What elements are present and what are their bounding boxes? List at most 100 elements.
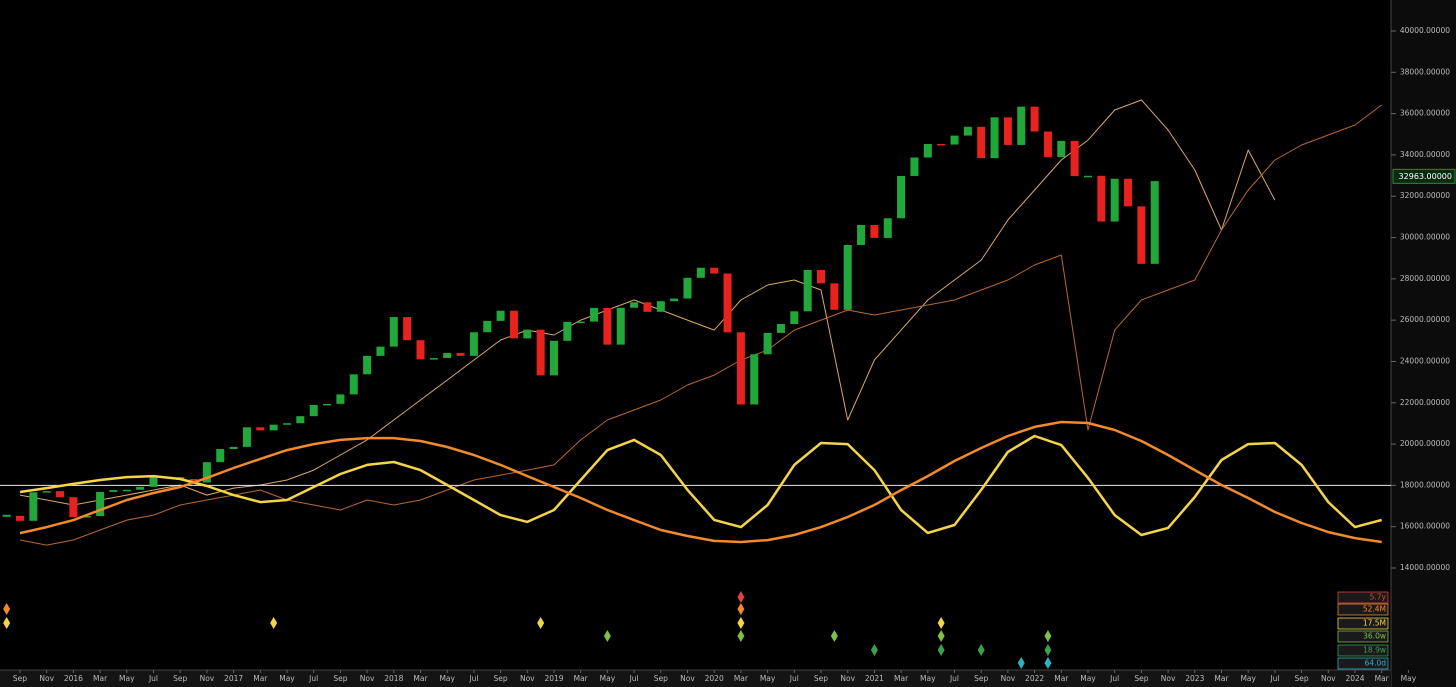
candle [977,126,986,159]
candle [563,321,572,341]
x-tick-label: Jul [629,674,639,683]
candle [82,516,91,518]
x-tick-label: May [1240,674,1256,683]
candle [897,175,906,219]
candle [109,490,118,492]
x-tick-label: Sep [173,674,187,683]
price-axis-panel [1391,0,1456,687]
candle [643,302,652,312]
x-tick-label: Sep [1134,674,1148,683]
candle [1017,106,1026,145]
legend-entry: 17.5M [1363,619,1386,628]
candle [1057,140,1066,158]
trough-marker [737,603,745,615]
candle [670,298,679,302]
legend-entry: 64.0d [1365,659,1387,668]
candle [790,311,799,325]
y-tick-label: 26000.00000 [1400,315,1450,324]
candle [870,225,879,238]
candle [830,283,839,310]
x-tick-label: 2020 [705,674,724,683]
trough-marker [3,617,11,629]
candle [229,446,238,449]
x-tick-label: Nov [840,674,855,683]
x-tick-label: Sep [814,674,828,683]
candle [496,310,505,321]
candle [1110,178,1119,222]
x-tick-label: Sep [333,674,347,683]
x-tick-label: May [600,674,616,683]
candle [389,317,398,347]
trough-marker [937,630,945,642]
x-tick-label: May [279,674,295,683]
candle [1003,117,1012,145]
candle [283,423,291,425]
x-tick-label: 2017 [224,674,243,683]
y-tick-label: 14000.00000 [1400,563,1450,572]
trough-marker [737,617,745,629]
candle [376,346,385,356]
trough-marker [937,617,945,629]
x-tick-label: Jul [468,674,478,683]
x-tick-label: May [760,674,776,683]
x-tick-label: 2016 [64,674,83,683]
x-tick-label: Mar [1054,674,1069,683]
trough-marker [603,630,611,642]
trough-marker [937,644,945,656]
trough-marker [270,617,278,629]
y-tick-label: 16000.00000 [1400,522,1450,531]
candle [56,491,65,498]
last-price-label: 32963.00000 [1399,172,1452,181]
x-tick-label: Nov [1161,674,1176,683]
x-tick-label: Mar [1214,674,1229,683]
cycle-wave [19,420,1382,544]
candle [723,273,732,333]
candle [483,320,492,333]
x-tick-label: Mar [1375,674,1390,683]
candle [817,269,825,284]
candle [309,405,318,417]
trough-marker [1017,657,1025,669]
x-tick-label: Mar [894,674,909,683]
x-tick-label: Jul [789,674,799,683]
trough-marker [1044,657,1052,669]
x-tick-label: Jul [148,674,158,683]
legend-entry: 52.4M [1363,605,1386,614]
x-tick-label: Nov [39,674,54,683]
candle [803,269,812,312]
candle [736,332,745,405]
legend-box [1337,657,1389,670]
candle [710,267,719,274]
x-tick-label: Mar [574,674,589,683]
x-tick-label: 2021 [865,674,884,683]
candle [1030,106,1039,132]
candle [750,354,759,405]
candle [416,340,425,360]
candle [590,307,599,322]
y-tick-label: 18000.00000 [1400,480,1450,489]
y-tick-label: 24000.00000 [1400,356,1450,365]
candle [96,491,105,517]
x-tick-label: Jul [308,674,318,683]
x-tick-label: May [920,674,936,683]
legend-box [1337,617,1389,630]
x-tick-label: Sep [494,674,508,683]
legend-entry: 36.0w [1363,632,1386,641]
trough-marker [537,617,545,629]
candle [323,403,332,406]
trough-marker [1044,630,1052,642]
candle [950,135,959,145]
x-tick-label: May [1401,674,1417,683]
trough-marker [737,630,745,642]
candle [523,329,532,339]
trough-marker [977,644,985,656]
legend-box [1337,630,1389,643]
candle [16,515,24,521]
candle [69,497,78,518]
candle [963,126,972,136]
candle [456,352,465,356]
x-tick-label: May [1080,674,1096,683]
candle [216,448,225,463]
trough-marker [737,591,745,603]
x-tick-label: May [119,674,135,683]
